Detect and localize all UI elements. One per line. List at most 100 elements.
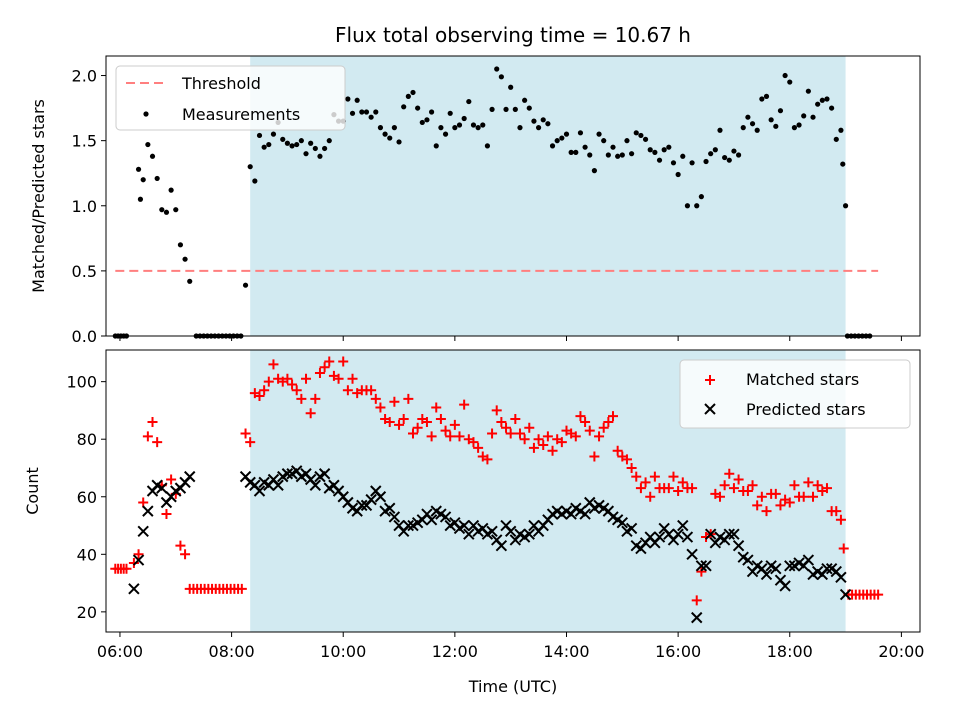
measurement-point xyxy=(396,139,401,144)
measurement-point xyxy=(271,132,276,137)
measurement-point xyxy=(620,152,625,157)
measurement-point xyxy=(810,115,815,120)
measurement-point xyxy=(262,145,267,150)
measurement-point xyxy=(634,130,639,135)
measurement-point xyxy=(624,138,629,143)
bottom-y-ticks: 20406080100 xyxy=(66,373,106,622)
y-tick-label: 0.5 xyxy=(72,262,97,281)
measurement-point xyxy=(834,137,839,142)
measurement-point xyxy=(138,197,143,202)
measurement-point xyxy=(294,142,299,147)
measurement-point xyxy=(601,138,606,143)
measurement-point xyxy=(373,109,378,114)
bottom-legend: Matched stars Predicted stars xyxy=(680,360,910,428)
measurement-point xyxy=(629,151,634,156)
legend-predicted-label: Predicted stars xyxy=(746,400,866,419)
measurement-point xyxy=(531,119,536,124)
bottom-x-ticks: 06:00 08:00 10:00 12:00 14:00 16:00 18:00 20:00 xyxy=(97,632,925,661)
chart-title: Flux total observing time = 10.67 h xyxy=(335,23,691,47)
measurement-point xyxy=(345,96,350,101)
measurement-point xyxy=(764,94,769,99)
measurement-point xyxy=(840,161,845,166)
measurement-point xyxy=(545,121,550,126)
measurement-point xyxy=(499,74,504,79)
measurement-point xyxy=(582,145,587,150)
x-tick-label: 10:00 xyxy=(320,642,366,661)
figure: Flux total observing time = 10.67 h 0.0 0… xyxy=(0,0,960,720)
measurement-point xyxy=(187,279,192,284)
legend-measurements-label: Measurements xyxy=(182,105,300,124)
measurement-point xyxy=(513,107,518,112)
measurement-point xyxy=(494,66,499,71)
measurement-point xyxy=(792,125,797,130)
measurement-point xyxy=(680,154,685,159)
legend-matched-label: Matched stars xyxy=(746,370,859,389)
y-tick-label: 2.0 xyxy=(72,67,97,86)
measurement-point xyxy=(280,137,285,142)
x-tick-label: 20:00 xyxy=(878,642,924,661)
measurement-point xyxy=(801,113,806,118)
measurement-point xyxy=(359,109,364,114)
measurement-point xyxy=(796,122,801,127)
measurement-point xyxy=(429,109,434,114)
measurement-point xyxy=(699,194,704,199)
measurement-point xyxy=(257,133,262,138)
measurement-point xyxy=(745,115,750,120)
measurement-point xyxy=(308,141,313,146)
x-axis-label: Time (UTC) xyxy=(468,677,557,696)
x-tick-label: 08:00 xyxy=(209,642,255,661)
measurement-point xyxy=(783,73,788,78)
measurement-point xyxy=(527,105,532,110)
x-tick-label: 16:00 xyxy=(655,642,701,661)
x-tick-label: 18:00 xyxy=(767,642,813,661)
measurement-point xyxy=(387,135,392,140)
measurement-point xyxy=(378,125,383,130)
measurement-point xyxy=(517,125,522,130)
matched-point xyxy=(152,437,162,447)
measurement-point xyxy=(471,122,476,127)
measurement-point xyxy=(713,147,718,152)
measurement-point xyxy=(703,159,708,164)
x-tick-label: 12:00 xyxy=(432,642,478,661)
measurement-point xyxy=(838,128,843,133)
measurement-point xyxy=(550,143,555,148)
measurement-point xyxy=(415,105,420,110)
measurement-point xyxy=(243,283,248,288)
measurement-point xyxy=(541,117,546,122)
measurement-point xyxy=(136,167,141,172)
predicted-point xyxy=(138,526,148,536)
measurement-point xyxy=(289,143,294,148)
measurement-point xyxy=(252,178,257,183)
measurement-point xyxy=(773,124,778,129)
measurement-point xyxy=(424,117,429,122)
measurement-point xyxy=(806,89,811,94)
measurement-point xyxy=(285,141,290,146)
measurement-point xyxy=(843,203,848,208)
predicted-point xyxy=(129,584,139,594)
y-tick-label: 60 xyxy=(77,488,97,507)
measurement-point xyxy=(824,96,829,101)
measurement-point xyxy=(727,158,732,163)
y-tick-label: 0.0 xyxy=(72,327,97,346)
y-tick-label: 40 xyxy=(77,545,97,564)
matched-point xyxy=(241,428,251,438)
measurement-point xyxy=(638,133,643,138)
legend-threshold-label: Threshold xyxy=(181,74,261,93)
bottom-panel: 20406080100 06:00 08:00 10:00 12:00 14:00 16:… xyxy=(23,350,924,696)
top-legend: Threshold Measurements xyxy=(116,66,345,130)
top-panel: 0.00.51.01.52.0 Matched/Predicted stars … xyxy=(29,56,920,346)
measurement-point xyxy=(555,138,560,143)
y-tick-label: 100 xyxy=(66,373,97,392)
measurement-point xyxy=(145,142,150,147)
matched-point xyxy=(180,549,190,559)
measurement-point xyxy=(596,132,601,137)
matched-point xyxy=(143,431,153,441)
measurement-point xyxy=(648,147,653,152)
top-y-axis-label: Matched/Predicted stars xyxy=(29,99,48,293)
measurement-point xyxy=(299,138,304,143)
measurement-point xyxy=(248,164,253,169)
measurement-point xyxy=(178,242,183,247)
measurement-point xyxy=(759,96,764,101)
measurement-point xyxy=(355,98,360,103)
measurement-point xyxy=(485,143,490,148)
